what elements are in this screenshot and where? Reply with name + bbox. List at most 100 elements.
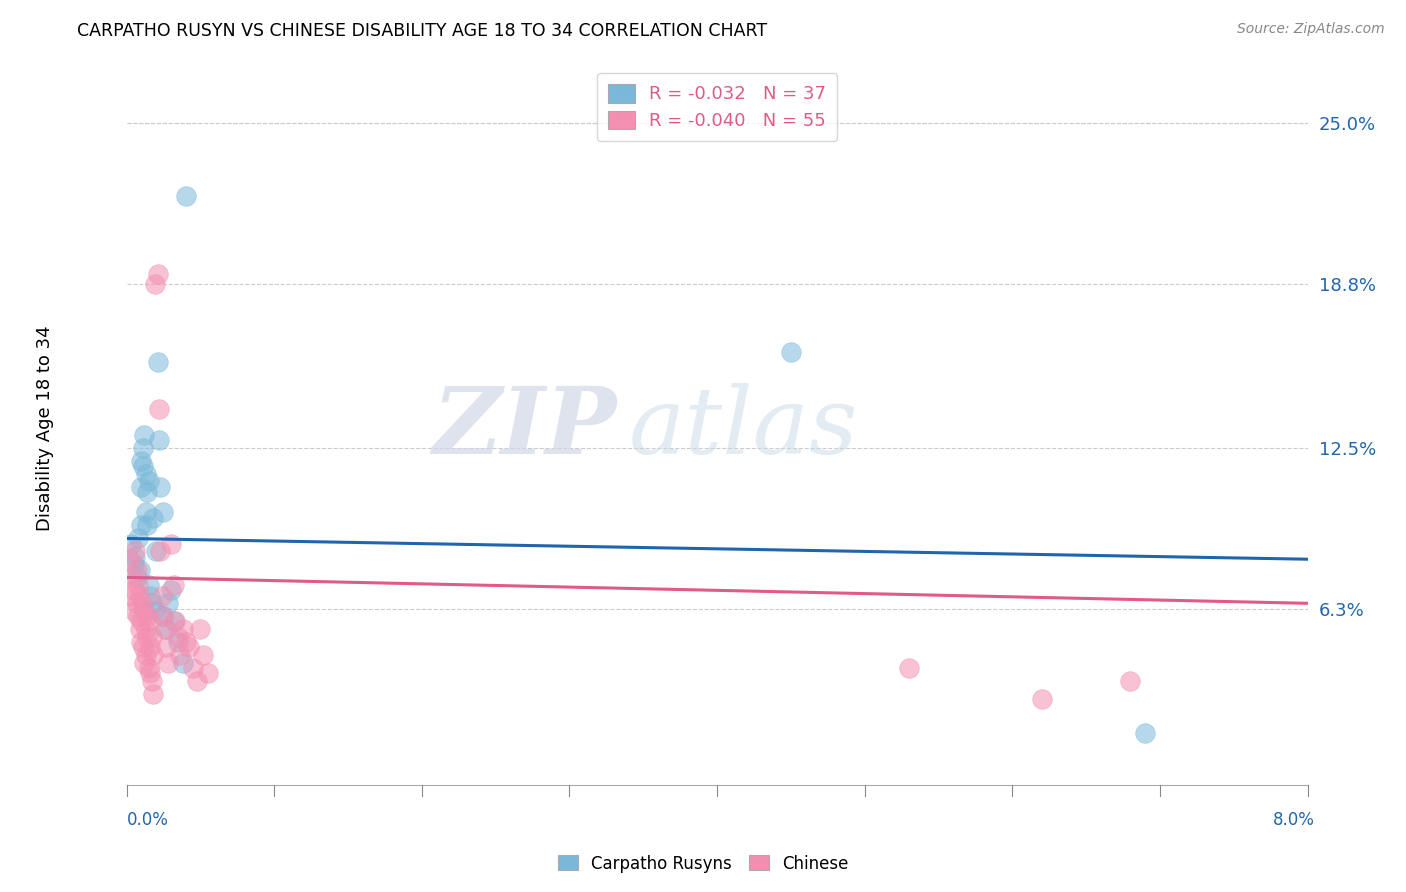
Point [125, 563, 148, 577]
Point [118, 552, 141, 566]
Point [150, 589, 173, 603]
Legend: Carpatho Rusyns, Chinese: Carpatho Rusyns, Chinese [551, 848, 855, 880]
Point [779, 344, 801, 359]
Point [134, 604, 156, 618]
Point [1119, 674, 1142, 689]
Point [156, 656, 179, 670]
Point [188, 622, 211, 636]
Point [134, 427, 156, 442]
Point [163, 578, 186, 592]
Point [136, 518, 159, 533]
Point [148, 433, 170, 447]
Point [143, 604, 166, 618]
Point [122, 558, 145, 572]
Point [167, 630, 190, 644]
Point [127, 578, 149, 592]
Point [177, 640, 200, 655]
Point [121, 570, 143, 584]
Point [165, 615, 187, 629]
Point [132, 441, 155, 455]
Point [135, 622, 157, 636]
Point [128, 563, 150, 577]
Point [169, 648, 191, 663]
Point [138, 615, 160, 629]
Point [172, 656, 194, 670]
Point [136, 609, 159, 624]
Point [142, 510, 165, 524]
Point [132, 596, 155, 610]
Point [135, 648, 157, 663]
Point [138, 578, 160, 592]
Text: atlas: atlas [628, 384, 858, 473]
Point [136, 484, 159, 499]
Point [160, 536, 183, 550]
Point [127, 609, 149, 624]
Point [139, 589, 162, 603]
Point [152, 609, 174, 624]
Point [127, 532, 149, 546]
Point [153, 622, 176, 636]
Point [122, 583, 145, 598]
Point [149, 544, 172, 558]
Point [149, 479, 172, 493]
Point [120, 536, 142, 550]
Point [124, 544, 146, 558]
Point [141, 596, 163, 610]
Point [155, 640, 177, 655]
Point [146, 267, 169, 281]
Point [132, 640, 155, 655]
Point [135, 506, 157, 520]
Point [139, 640, 162, 655]
Point [125, 596, 148, 610]
Point [128, 622, 150, 636]
Text: 8.0%: 8.0% [1272, 811, 1315, 829]
Point [120, 589, 142, 603]
Point [142, 687, 165, 701]
Point [139, 666, 162, 681]
Point [132, 458, 155, 473]
Point [155, 622, 177, 636]
Point [143, 277, 166, 292]
Text: Source: ZipAtlas.com: Source: ZipAtlas.com [1237, 22, 1385, 37]
Point [134, 656, 156, 670]
Point [145, 544, 167, 558]
Point [128, 589, 150, 603]
Point [174, 635, 197, 649]
Point [897, 661, 920, 675]
Point [129, 615, 153, 629]
Point [141, 630, 163, 644]
Point [197, 666, 219, 681]
Text: 0.0%: 0.0% [127, 811, 169, 829]
Point [136, 630, 159, 644]
Point [146, 355, 169, 369]
Point [1135, 726, 1157, 740]
Point [156, 596, 179, 610]
Point [129, 453, 153, 467]
Point [181, 661, 204, 675]
Point [193, 648, 215, 663]
Text: ZIP: ZIP [433, 384, 617, 473]
Text: CARPATHO RUSYN VS CHINESE DISABILITY AGE 18 TO 34 CORRELATION CHART: CARPATHO RUSYN VS CHINESE DISABILITY AGE… [77, 22, 768, 40]
Point [167, 635, 190, 649]
Point [148, 401, 170, 416]
Point [142, 648, 165, 663]
Point [160, 583, 183, 598]
Point [135, 467, 157, 481]
Point [152, 506, 174, 520]
Legend: R = -0.032   N = 37, R = -0.040   N = 55: R = -0.032 N = 37, R = -0.040 N = 55 [598, 73, 837, 141]
Point [129, 635, 153, 649]
Point [163, 615, 186, 629]
Point [1031, 692, 1053, 706]
Text: Disability Age 18 to 34: Disability Age 18 to 34 [37, 326, 53, 531]
Point [186, 674, 208, 689]
Point [172, 622, 194, 636]
Point [129, 479, 153, 493]
Point [138, 475, 160, 489]
Point [174, 189, 197, 203]
Point [129, 518, 153, 533]
Point [152, 609, 174, 624]
Point [141, 674, 163, 689]
Point [124, 549, 146, 564]
Point [138, 661, 160, 675]
Point [122, 604, 145, 618]
